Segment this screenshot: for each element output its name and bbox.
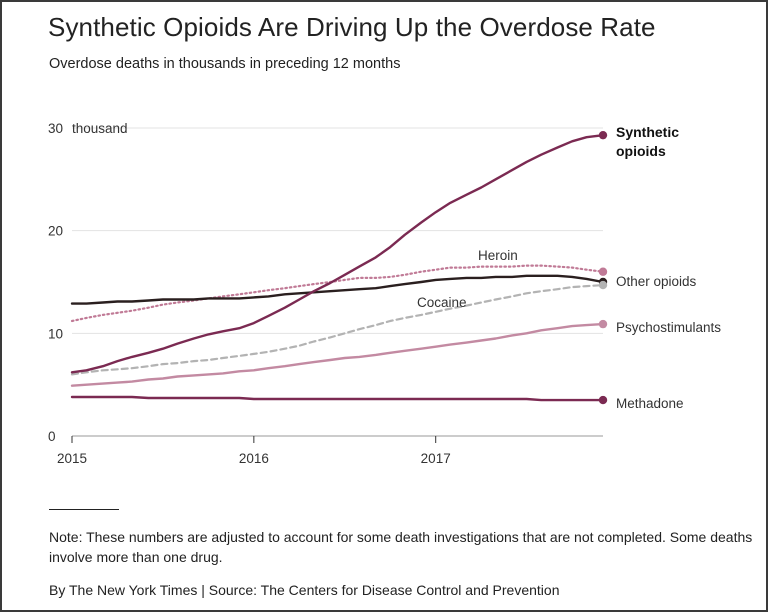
chart-title: Synthetic Opioids Are Driving Up the Ove… (48, 12, 656, 42)
series-label: Heroin (478, 248, 518, 263)
series-line-heroin (70, 264, 605, 323)
divider-rule (49, 509, 119, 510)
series-line-other-opioids (70, 274, 605, 305)
series-end-dot (598, 130, 608, 140)
x-tick-label: 2016 (239, 451, 269, 466)
series-end-dot (598, 395, 608, 405)
series-label: Cocaine (417, 295, 467, 310)
chart-note: Note: These numbers are adjusted to acco… (49, 529, 753, 565)
y-unit-label: thousand (72, 121, 128, 136)
series-end-dot (598, 319, 608, 329)
y-tick-label: 20 (48, 224, 63, 239)
chart-source: By The New York Times | Source: The Cent… (49, 582, 560, 598)
series-label: opioids (616, 143, 666, 159)
series-label: Synthetic (616, 124, 679, 140)
series-line-psychostimulants (70, 322, 605, 387)
y-tick-label: 30 (48, 121, 63, 136)
series-label: Other opioids (616, 274, 697, 289)
series-line-cocaine (70, 284, 605, 376)
chart-subtitle: Overdose deaths in thousands in precedin… (49, 56, 401, 72)
x-tick-label: 2017 (421, 451, 451, 466)
series-line-methadone (70, 395, 605, 402)
series-label: Methadone (616, 396, 684, 411)
x-tick-label: 2015 (57, 451, 87, 466)
y-tick-label: 10 (48, 326, 63, 341)
series-end-dot (598, 280, 608, 290)
series-line-synthetic-opioids (70, 133, 605, 374)
series-label: Psychostimulants (616, 320, 721, 335)
y-tick-label: 0 (48, 429, 56, 444)
series-end-dot (598, 267, 608, 276)
